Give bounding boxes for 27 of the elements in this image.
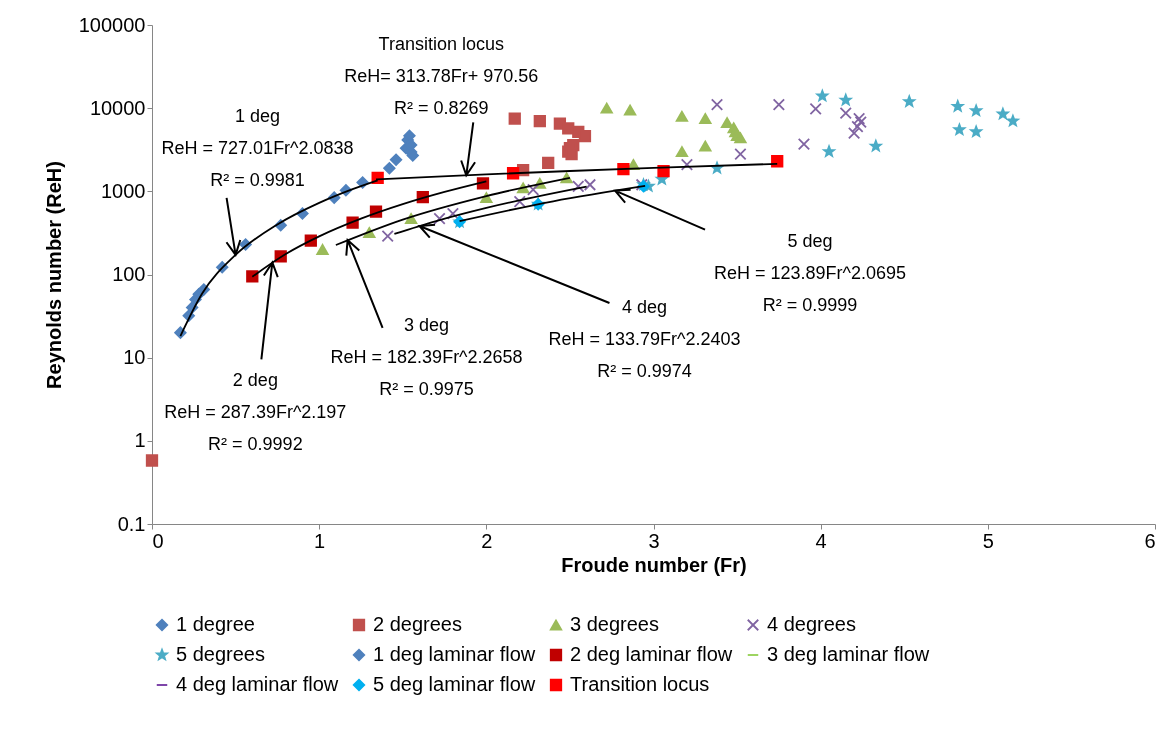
x-tick-label: 0 bbox=[152, 529, 164, 552]
y-tick-label: 1 bbox=[134, 429, 146, 452]
legend-label: 1 degree bbox=[176, 613, 255, 635]
y-tick-label: 0.1 bbox=[117, 512, 146, 535]
legend-label: 5 degrees bbox=[176, 643, 265, 665]
x-tick-label: 1 bbox=[314, 529, 326, 552]
legend-label: 1 deg laminar flow bbox=[373, 643, 536, 665]
x-axis-title: Froude number (Fr) bbox=[561, 553, 747, 576]
legend-label: 4 deg laminar flow bbox=[176, 673, 339, 695]
legend-label: 3 degrees bbox=[570, 613, 659, 635]
x-tick-label: 5 bbox=[982, 529, 994, 552]
x-tick-label: 3 bbox=[648, 529, 660, 552]
legend-label: Transition locus bbox=[570, 673, 710, 695]
legend-label: 4 degrees bbox=[767, 613, 856, 635]
y-axis-title: Reynolds number (ReH) bbox=[42, 161, 65, 389]
y-tick-label: 1000 bbox=[101, 179, 146, 202]
y-tick-label: 10000 bbox=[89, 96, 146, 119]
x-tick-label: 2 bbox=[481, 529, 493, 552]
y-tick-label: 10 bbox=[123, 346, 146, 369]
legend-label: 2 degrees bbox=[373, 613, 462, 635]
x-tick-label: 6 bbox=[1144, 529, 1156, 552]
y-tick-label: 100000 bbox=[78, 13, 146, 36]
legend-label: 2 deg laminar flow bbox=[570, 643, 733, 665]
y-tick-label: 100 bbox=[112, 263, 146, 285]
x-tick-label: 4 bbox=[815, 529, 827, 552]
legend-label: 3 deg laminar flow bbox=[767, 643, 930, 665]
legend-label: 5 deg laminar flow bbox=[373, 673, 536, 695]
